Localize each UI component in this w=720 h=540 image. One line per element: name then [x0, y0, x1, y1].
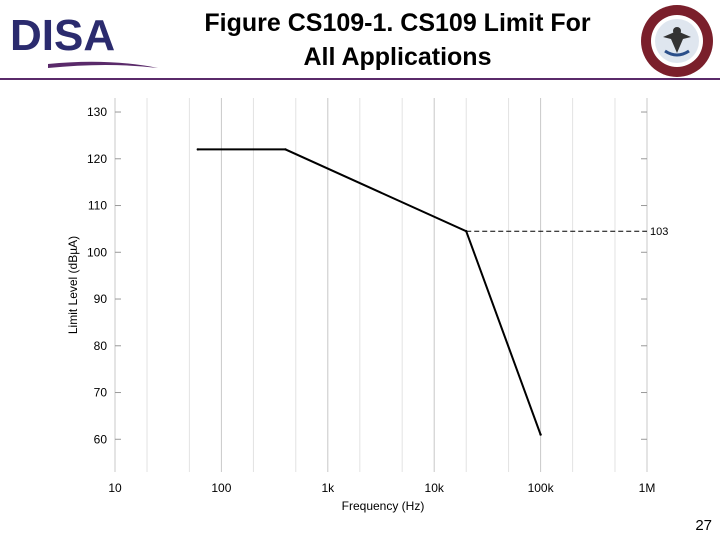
- x-tick-label: 100k: [528, 481, 555, 495]
- reference-line-label: 103: [650, 226, 668, 238]
- dod-seal-icon: [641, 5, 713, 77]
- limit-point: [284, 148, 287, 151]
- title-divider: [0, 78, 720, 80]
- series-layer: 103: [196, 148, 668, 436]
- x-tick-label: 1M: [639, 481, 656, 495]
- y-tick-label: 130: [87, 105, 107, 119]
- x-tick-label: 1k: [321, 481, 335, 495]
- tick-labels: 10 100 1k 10k 100k 1M 60 70 80 90 100 110 120 130: [87, 105, 655, 495]
- y-tick-label: 70: [94, 386, 108, 400]
- limit-point: [196, 148, 199, 151]
- y-tick-label: 60: [94, 432, 108, 446]
- x-axis-label: Frequency (Hz): [342, 499, 425, 513]
- y-tick-label: 90: [94, 292, 108, 306]
- page-number: 27: [695, 517, 712, 534]
- logo-swoosh: [48, 61, 158, 68]
- limit-point: [465, 230, 468, 233]
- x-tick-label: 100: [211, 481, 231, 495]
- limit-line: [197, 148, 542, 435]
- y-tick-label: 100: [87, 245, 107, 259]
- y-tick-label: 80: [94, 339, 108, 353]
- y-axis-label: Limit Level (dBµA): [66, 236, 80, 334]
- y-tick-label: 120: [87, 152, 107, 166]
- limit-point: [539, 433, 542, 436]
- disa-logo: DISA: [10, 11, 158, 68]
- title-line-1: Figure CS109-1. CS109 Limit For: [204, 9, 591, 37]
- y-tick-label: 110: [88, 199, 107, 213]
- title-line-2: All Applications: [303, 43, 492, 71]
- x-tick-label: 10k: [425, 481, 445, 495]
- x-tick-label: 10: [108, 481, 122, 495]
- disa-logo-text: DISA: [10, 11, 115, 60]
- page-title: Figure CS109-1. CS109 Limit For All Appl…: [165, 6, 630, 74]
- grid-layer: [114, 98, 648, 472]
